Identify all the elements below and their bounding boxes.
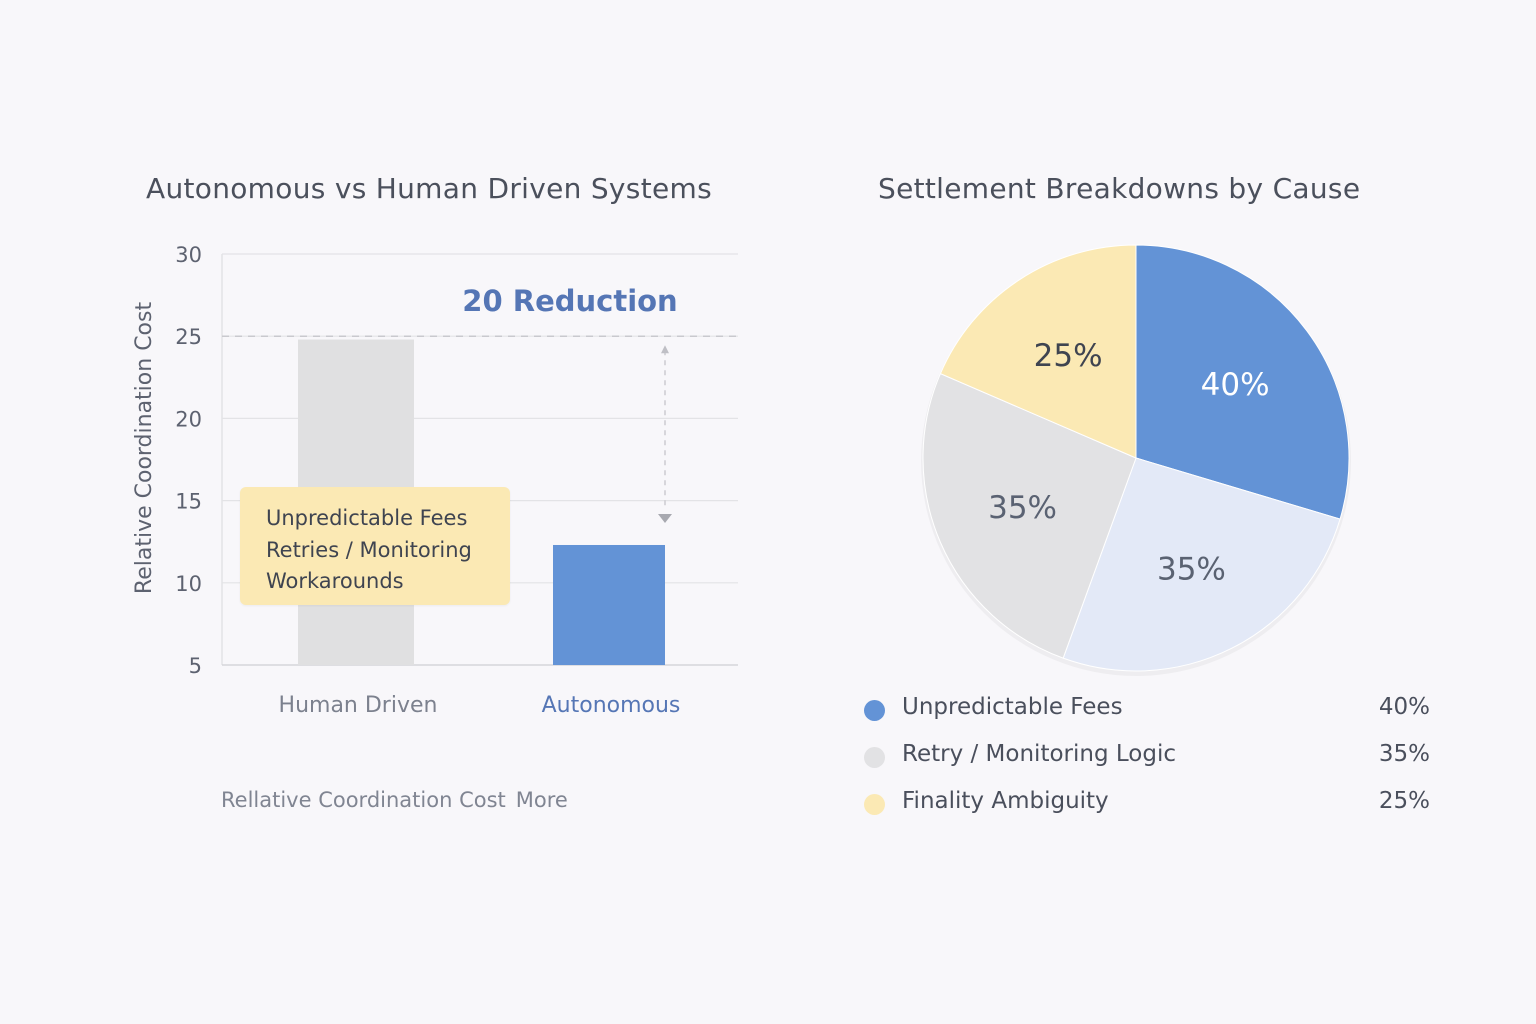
legend-swatch (864, 794, 885, 815)
legend-label: Finality Ambiguity (902, 788, 1109, 814)
reduction-label: 20 Reduction (462, 284, 677, 318)
annotation-line: Workarounds (266, 569, 404, 593)
pie-slice-label: 25% (1034, 338, 1103, 374)
legend-item: Finality Ambiguity 25% (864, 784, 1430, 831)
y-tick-label: 20 (175, 407, 202, 431)
pie-chart-title: Settlement Breakdowns by Cause (878, 172, 1361, 205)
legend-swatch (864, 747, 885, 768)
legend-item: Retry / Monitoring Logic 35% (864, 737, 1430, 784)
footer-note-text: Rellative Coordination Cost (221, 788, 506, 812)
reduction-arrow-head-up (661, 345, 669, 354)
y-axis-label: Relative Coordination Cost (132, 302, 157, 595)
y-tick-label: 15 (175, 490, 202, 514)
footer-note-more: More (515, 788, 568, 812)
y-tick-label: 25 (175, 325, 202, 349)
pie-slice (939, 244, 1137, 459)
x-tick-label: Autonomous (542, 693, 681, 718)
bar-autonomous (553, 544, 665, 665)
y-tick-label: 5 (189, 654, 202, 678)
bar-chart-title: Autonomous vs Human Driven Systems (146, 172, 712, 205)
legend-label: Unpredictable Fees (902, 694, 1123, 720)
y-tick-label: 30 (175, 243, 202, 267)
pie-slice-label: 35% (1157, 551, 1226, 587)
footer-note: Rellative Coordination Cost More (221, 788, 568, 812)
annotation-line: Unpredictable Fees (266, 506, 468, 530)
pie-slice (1062, 457, 1341, 672)
annotation-box: Unpredictable Fees Retries / Monitoring … (240, 487, 510, 605)
legend-label: Retry / Monitoring Logic (902, 741, 1176, 767)
reduction-arrow-head-down (658, 514, 672, 523)
legend-value: 25% (1378, 788, 1430, 814)
annotation-line: Retries / Monitoring (266, 537, 472, 562)
pie-slice-label: 35% (988, 490, 1057, 526)
legend-value: 35% (1378, 741, 1430, 767)
legend-swatch (864, 700, 885, 721)
pie-legend: Unpredictable Fees 40% Retry / Monitorin… (864, 690, 1430, 831)
legend-item: Unpredictable Fees 40% (864, 690, 1430, 737)
pie-slice-label: 40% (1201, 367, 1270, 403)
pie-chart: 40% 35% 35% 25% (922, 244, 1350, 672)
legend-value: 40% (1378, 694, 1430, 720)
x-tick-label: Human Driven (279, 693, 438, 718)
y-tick-label: 10 (175, 572, 202, 596)
pie-slice (1135, 244, 1350, 520)
pie-slice (922, 372, 1137, 659)
